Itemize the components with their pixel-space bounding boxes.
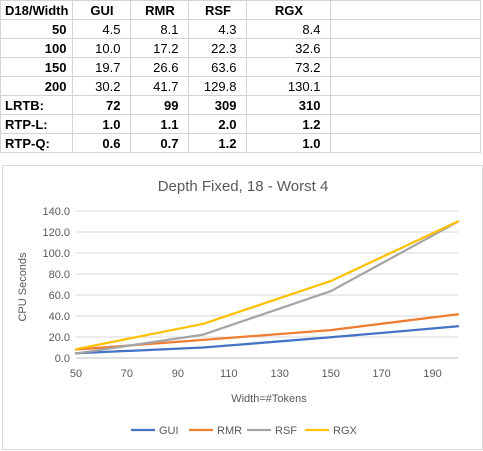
cell-value[interactable]: 10.0 <box>72 38 132 58</box>
x-tick-label: 50 <box>70 368 82 380</box>
cell-row-label[interactable]: 50 <box>0 19 74 39</box>
x-tick-label: 150 <box>321 368 339 380</box>
cell-value[interactable]: 8.1 <box>130 19 190 39</box>
cell-empty[interactable] <box>330 38 482 58</box>
cell-value[interactable]: 99 <box>130 95 190 115</box>
series-line-rgx[interactable] <box>74 220 460 351</box>
summary-row: RTP-L: 1.0 1.1 2.0 1.2 <box>0 114 482 134</box>
cell-empty[interactable] <box>330 57 482 77</box>
cell-value[interactable]: 0.7 <box>130 133 190 153</box>
gridlines <box>76 210 458 338</box>
series-line-rsf[interactable] <box>74 220 460 355</box>
x-tick-label: 130 <box>271 368 289 380</box>
cell-value[interactable]: 32.6 <box>246 38 332 58</box>
y-axis-title: CPU Seconds <box>17 252 29 322</box>
chart-title: Depth Fixed, 18 - Worst 4 <box>158 178 329 195</box>
cell-row-label[interactable]: RTP-L: <box>0 114 74 134</box>
y-tick-label: 140.0 <box>42 206 70 218</box>
cell-value[interactable]: 22.3 <box>188 38 248 58</box>
cell-value[interactable]: 0.6 <box>72 133 132 153</box>
legend-label-rmr[interactable]: RMR <box>217 425 242 437</box>
cell-header-rmr[interactable]: RMR <box>130 0 190 20</box>
cell-empty[interactable] <box>330 76 482 96</box>
data-row: 50 4.5 8.1 4.3 8.4 <box>0 19 482 39</box>
y-tick-label: 60.0 <box>49 290 70 302</box>
cell-value[interactable]: 41.7 <box>130 76 190 96</box>
x-tick-label: 170 <box>372 368 390 380</box>
cell-empty[interactable] <box>330 95 482 115</box>
data-row: 150 19.7 26.6 63.6 73.2 <box>0 57 482 77</box>
cell-row-label[interactable]: 150 <box>0 57 74 77</box>
legend-label-rgx[interactable]: RGX <box>333 425 358 437</box>
cell-header-rgx[interactable]: RGX <box>246 0 332 20</box>
cell-value[interactable]: 130.1 <box>246 76 332 96</box>
cell-header-label[interactable]: D18/Width <box>0 0 74 20</box>
y-tick-label: 0.0 <box>55 353 70 365</box>
y-tick-label: 20.0 <box>49 332 70 344</box>
y-tick-label: 120.0 <box>42 227 70 239</box>
cell-empty[interactable] <box>330 19 482 39</box>
cell-row-label[interactable]: 100 <box>0 38 74 58</box>
cell-empty[interactable] <box>330 0 482 20</box>
cell-value[interactable]: 129.8 <box>188 76 248 96</box>
cell-value[interactable]: 1.0 <box>72 114 132 134</box>
x-tick-label: 90 <box>172 368 184 380</box>
series-lines[interactable] <box>74 220 460 355</box>
cell-value[interactable]: 4.5 <box>72 19 132 39</box>
summary-row: LRTB: 72 99 309 310 <box>0 95 482 115</box>
cell-value[interactable]: 26.6 <box>130 57 190 77</box>
cell-value[interactable]: 2.0 <box>188 114 248 134</box>
cell-value[interactable]: 8.4 <box>246 19 332 39</box>
cell-row-label[interactable]: 200 <box>0 76 74 96</box>
data-row: 200 30.2 41.7 129.8 130.1 <box>0 76 482 96</box>
cell-value[interactable]: 1.1 <box>130 114 190 134</box>
cell-value[interactable]: 17.2 <box>130 38 190 58</box>
cell-empty[interactable] <box>330 133 482 153</box>
cell-value[interactable]: 1.2 <box>188 133 248 153</box>
cell-value[interactable]: 19.7 <box>72 57 132 77</box>
cell-value[interactable]: 72 <box>72 95 132 115</box>
legend[interactable]: GUI RMR RSF RGX <box>131 425 358 437</box>
cell-header-rsf[interactable]: RSF <box>188 0 248 20</box>
legend-label-gui[interactable]: GUI <box>159 425 179 437</box>
axes: 0.0 20.0 40.0 60.0 80.0 100.0 120.0 140.0 50 70 90… <box>42 206 458 380</box>
cell-value[interactable]: 1.2 <box>246 114 332 134</box>
y-tick-label: 40.0 <box>49 311 70 323</box>
cell-row-label[interactable]: RTP-Q: <box>0 133 74 153</box>
cell-value[interactable]: 310 <box>246 95 332 115</box>
spreadsheet-grid: D18/Width GUI RMR RSF RGX 50 4.5 8.1 4.3… <box>0 0 482 153</box>
cell-header-gui[interactable]: GUI <box>72 0 132 20</box>
cell-value[interactable]: 30.2 <box>72 76 132 96</box>
x-tick-label: 70 <box>121 368 133 380</box>
data-row: 100 10.0 17.2 22.3 32.6 <box>0 38 482 58</box>
series-line-gui[interactable] <box>74 325 460 355</box>
cell-value[interactable]: 309 <box>188 95 248 115</box>
summary-row: RTP-Q: 0.6 0.7 1.2 1.0 <box>0 133 482 153</box>
cell-value[interactable]: 1.0 <box>246 133 332 153</box>
cell-value[interactable]: 63.6 <box>188 57 248 77</box>
x-tick-label: 190 <box>423 368 441 380</box>
cell-value[interactable]: 73.2 <box>246 57 332 77</box>
x-axis-title: Width=#Tokens <box>231 393 307 405</box>
embedded-chart[interactable]: Depth Fixed, 18 - Worst 4 0.0 20.0 40.0 60.… <box>2 165 483 450</box>
legend-label-rsf[interactable]: RSF <box>275 425 297 437</box>
x-tick-label: 110 <box>220 368 238 380</box>
header-row: D18/Width GUI RMR RSF RGX <box>0 0 482 20</box>
y-tick-label: 100.0 <box>42 248 70 260</box>
cell-empty[interactable] <box>330 114 482 134</box>
y-tick-label: 80.0 <box>49 269 70 281</box>
line-chart[interactable]: Depth Fixed, 18 - Worst 4 0.0 20.0 40.0 60.… <box>3 166 483 451</box>
cell-row-label[interactable]: LRTB: <box>0 95 74 115</box>
cell-value[interactable]: 4.3 <box>188 19 248 39</box>
